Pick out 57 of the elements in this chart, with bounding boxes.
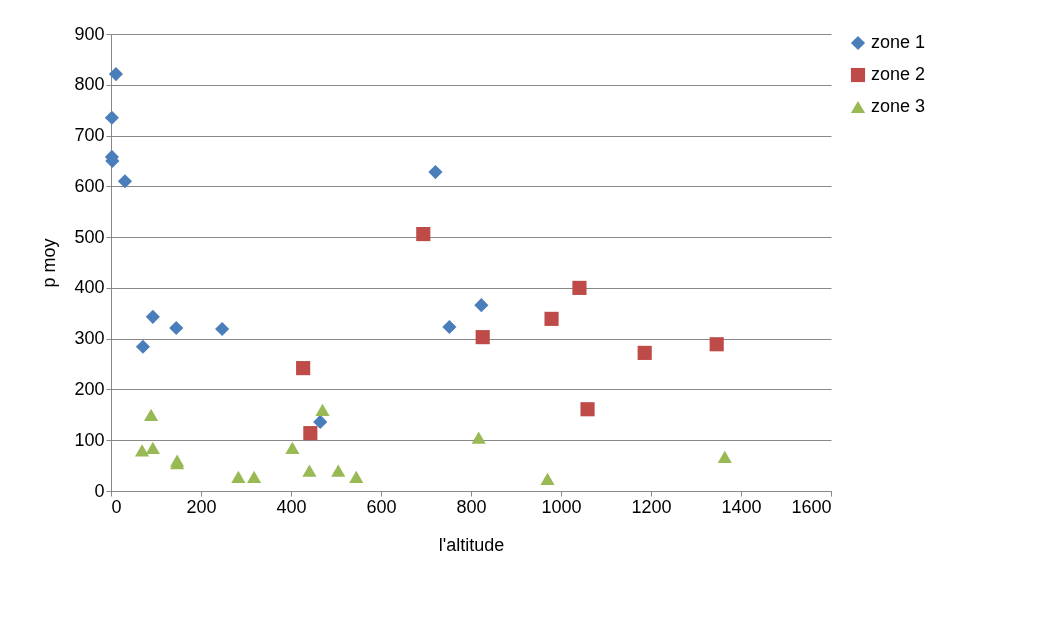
point — [169, 320, 184, 336]
point — [475, 330, 490, 345]
point — [544, 311, 559, 326]
x-tick-label: 800 — [456, 496, 487, 517]
x-tick-label: 1400 — [721, 496, 762, 517]
point — [471, 431, 486, 444]
x-tick-label: 1600 — [791, 496, 832, 517]
point — [315, 403, 330, 416]
point — [540, 472, 555, 485]
x-tick-label: 200 — [186, 496, 217, 517]
point — [104, 110, 119, 125]
x-tick-label: 400 — [276, 496, 307, 517]
x-tick-label: 600 — [366, 496, 397, 517]
point — [135, 339, 151, 354]
point — [474, 298, 489, 313]
point — [145, 309, 160, 324]
point — [303, 426, 318, 441]
point — [331, 464, 346, 477]
point — [247, 470, 262, 483]
point — [108, 67, 124, 82]
y-tick-label: 500 — [74, 226, 105, 247]
y-tick-label: 900 — [74, 23, 105, 44]
point — [231, 470, 246, 483]
y-tick-label: 300 — [74, 328, 105, 349]
point — [428, 165, 443, 180]
y-tick-label: 700 — [74, 125, 105, 146]
point — [117, 174, 133, 189]
y-tick-label: 600 — [74, 175, 105, 196]
y-tick-label: 0 — [94, 480, 105, 501]
point — [285, 441, 300, 454]
legend-label: zone 2 — [871, 64, 926, 84]
y-tick-label: 200 — [74, 378, 105, 399]
point — [145, 441, 160, 454]
point — [349, 470, 364, 483]
x-tick-label: 0 — [111, 496, 122, 517]
x-tick-label: 1000 — [541, 496, 582, 517]
point — [416, 226, 431, 242]
y-tick-label: 400 — [74, 277, 105, 298]
point — [143, 408, 159, 421]
point — [709, 337, 724, 352]
x-tick-label: 1200 — [631, 496, 672, 517]
point — [296, 361, 311, 376]
y-axis-title: p moy — [39, 238, 60, 288]
point — [134, 444, 150, 457]
point — [580, 402, 595, 417]
point — [215, 321, 230, 337]
legend-label: zone 3 — [871, 96, 926, 116]
point — [637, 345, 652, 360]
legend-label: zone 1 — [871, 32, 926, 52]
y-tick-label: 100 — [74, 429, 105, 450]
y-tick-label: 800 — [74, 74, 105, 95]
point — [313, 414, 328, 430]
x-axis-title: l'altitude — [438, 534, 505, 555]
point — [442, 319, 457, 335]
point — [572, 280, 587, 295]
point — [717, 450, 732, 464]
point — [302, 464, 317, 477]
